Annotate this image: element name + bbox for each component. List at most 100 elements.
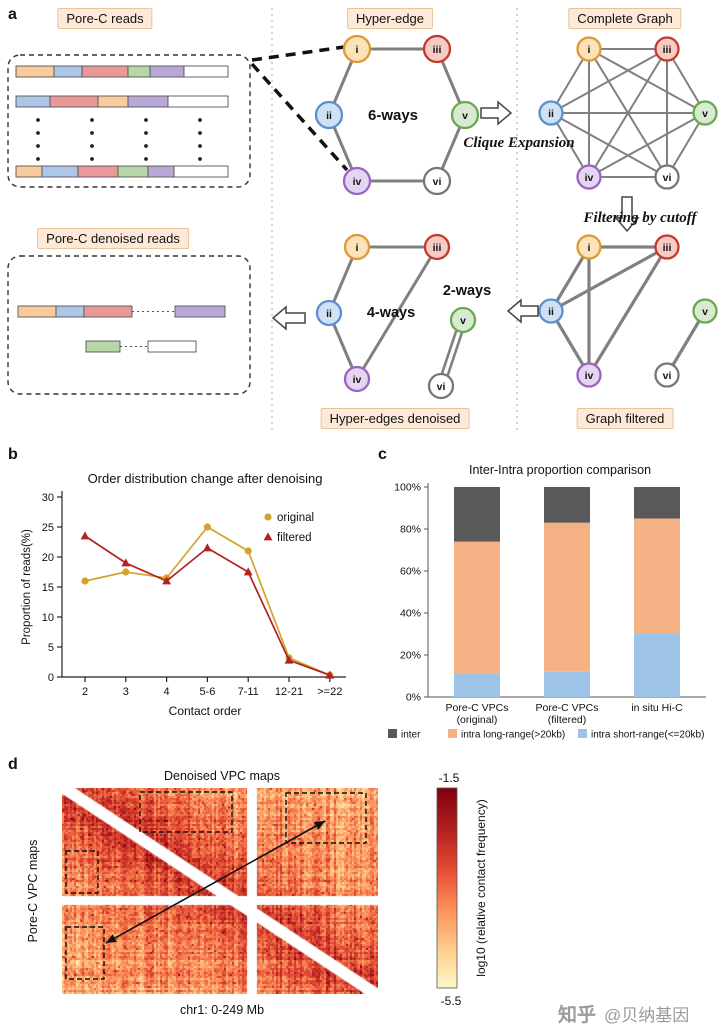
ellipsis-dot	[198, 157, 202, 161]
ellipsis-dot	[90, 131, 94, 135]
read-segment-orange	[17, 305, 57, 318]
node-filtered-iv	[576, 362, 602, 388]
node-label-denoised-iv: iv	[353, 374, 362, 386]
read-segment-orange	[97, 95, 129, 108]
b-x-tick-label: 2	[82, 686, 88, 698]
edge-filtered-ii-iii	[550, 245, 668, 313]
node-label-complete-i: i	[588, 44, 591, 56]
read-segment-orange	[15, 165, 43, 178]
marker-triangle	[243, 567, 253, 576]
node-label-hyper-v: v	[462, 110, 468, 122]
b-y-tick-label: 20	[42, 552, 54, 564]
arrow-filtered-to-denoised	[506, 298, 539, 324]
vpc-heatmap	[62, 788, 378, 994]
ellipsis-dot	[144, 157, 148, 161]
b-legend-label-filtered: filtered	[277, 532, 312, 544]
arrow-denoised-to-reads	[271, 305, 306, 331]
node-denoised-iv	[343, 365, 371, 393]
panel-label-d: d	[8, 756, 18, 773]
node-complete-iv	[576, 164, 602, 190]
read-segment-red	[49, 95, 99, 108]
node-complete-vi	[654, 164, 680, 190]
ellipsis-dot	[198, 118, 202, 122]
heatmap-arrowhead	[314, 821, 325, 830]
node-label-denoised-ii: ii	[326, 308, 332, 320]
label-pore-c-denoised-reads: Pore-C denoised reads	[37, 228, 189, 249]
heatmap-roi-box-1	[139, 791, 233, 833]
ellipsis-dot	[36, 144, 40, 148]
watermark-handle: @贝纳基因	[604, 1006, 690, 1025]
node-filtered-i	[576, 234, 602, 260]
chart-d-title: Denoised VPC maps	[163, 769, 281, 783]
ellipsis-dot	[144, 118, 148, 122]
node-label-denoised-vi: vi	[437, 381, 446, 393]
heatmap-roi-box-2	[65, 850, 99, 894]
six-ways-label: 6-ways	[367, 107, 419, 124]
node-label-hyper-iii: iii	[433, 44, 442, 56]
node-denoised-ii	[315, 299, 343, 327]
marker-circle	[264, 513, 272, 521]
ellipsis-dot	[90, 118, 94, 122]
hyperedge-connector-top	[251, 45, 345, 62]
ellipsis-dot	[90, 144, 94, 148]
c-bar-segment	[544, 671, 590, 697]
ellipsis-dot	[36, 118, 40, 122]
marker-triangle	[162, 576, 171, 585]
heatmap-roi-box-3	[285, 792, 367, 844]
clique-expansion-label: Clique Expansion	[463, 135, 575, 151]
read-segment-red	[81, 65, 129, 78]
node-label-denoised-iii: iii	[433, 242, 442, 254]
c-legend-label: inter	[401, 730, 421, 741]
marker-triangle	[325, 670, 335, 679]
colorbar-label: log10 (relative contact frequency)	[474, 799, 488, 977]
b-y-tick-label: 30	[42, 492, 54, 504]
label-graph-filtered: Graph filtered	[576, 408, 674, 429]
c-x-tick-label: Pore-C VPCs	[445, 702, 508, 714]
panel-label-c: c	[378, 446, 387, 463]
hyperedge-connector-bottom	[250, 62, 349, 172]
edge-complete-ii-iii	[550, 48, 668, 114]
node-filtered-vi	[654, 362, 680, 388]
panel-label-b: b	[8, 446, 18, 463]
heatmap-double-arrow	[105, 820, 326, 944]
marker-circle	[203, 523, 211, 531]
read-segment-orange	[15, 65, 55, 78]
c-bar-segment	[634, 518, 680, 634]
c-x-tick-label: (filtered)	[548, 714, 587, 726]
arrow-hyper-to-complete	[480, 100, 513, 126]
node-hyper-i	[342, 34, 372, 64]
node-filtered-v	[692, 298, 718, 324]
c-bar-segment	[544, 487, 590, 523]
chart-b-ylabel: Proportion of reads(%)	[21, 529, 33, 645]
c-bar-segment	[454, 541, 500, 674]
chart-b-xlabel: Contact order	[168, 704, 242, 718]
node-label-complete-ii: ii	[548, 108, 554, 120]
read-segment-white	[147, 340, 197, 353]
b-x-tick-label: 12-21	[275, 686, 303, 698]
chart-c-title: Inter-Intra proportion comparison	[468, 463, 652, 477]
label-hyper-edges-denoised: Hyper-edges denoised	[320, 408, 470, 429]
read-segment-red	[83, 305, 133, 318]
b-y-tick-label: 15	[42, 582, 54, 594]
node-label-hyper-iv: iv	[353, 176, 362, 188]
chart-b-title: Order distribution change after denoisin…	[87, 471, 323, 486]
c-bar-segment	[454, 487, 500, 542]
read-segment-blue	[55, 305, 85, 318]
node-filtered-iii	[654, 234, 680, 260]
c-y-tick-label: 80%	[400, 524, 421, 536]
edge-complete-iv-v	[588, 112, 706, 178]
b-y-tick-label: 5	[48, 642, 54, 654]
c-legend-label: intra long-range(>20kb)	[461, 730, 565, 741]
node-complete-iii	[654, 36, 680, 62]
node-hyper-iv	[342, 166, 372, 196]
b-y-tick-label: 10	[42, 612, 54, 624]
ellipsis-dot	[198, 144, 202, 148]
node-denoised-iii	[423, 233, 451, 261]
colorbar-min-label: -5.5	[440, 994, 462, 1008]
node-label-filtered-i: i	[588, 242, 591, 254]
node-label-complete-iii: iii	[663, 44, 672, 56]
ellipsis-dot	[144, 131, 148, 135]
c-x-tick-label: Pore-C VPCs	[535, 702, 598, 714]
